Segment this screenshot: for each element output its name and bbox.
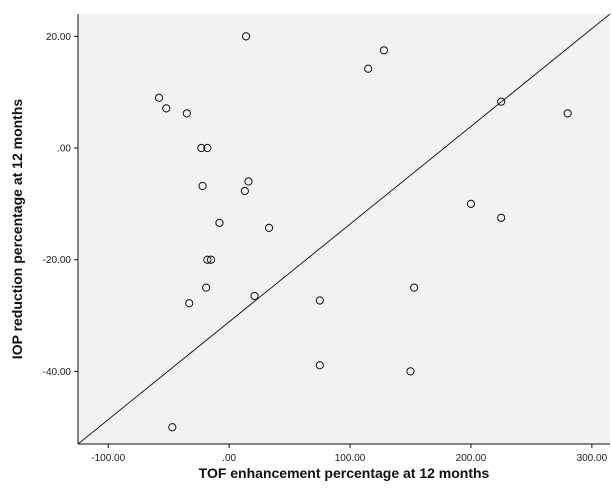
axes: -100.00 .00 100.00 200.00 300.00 -40.00 -20.00…: [43, 14, 610, 464]
x-tick-label: -100.00: [91, 453, 125, 464]
data-point: [197, 143, 206, 153]
data-point: [406, 367, 415, 376]
data-points: [154, 32, 572, 432]
data-point: [466, 199, 476, 208]
data-point: [244, 177, 253, 186]
data-point: [379, 46, 388, 55]
data-point: [203, 255, 212, 264]
y-tick-label: -40.00: [43, 367, 72, 378]
data-point: [315, 296, 324, 305]
reference-line-layer: [77, 13, 611, 445]
data-point: [202, 283, 211, 292]
y-axis-title: IOP reduction percentage at 12 months: [9, 99, 25, 360]
data-point: [497, 97, 506, 106]
data-point: [410, 283, 419, 292]
data-point: [162, 104, 171, 113]
data-point: [206, 255, 216, 264]
data-point: [563, 109, 572, 118]
data-point: [240, 186, 249, 196]
y-tick-label: 20.00: [46, 32, 71, 43]
y-tick-label: .00: [57, 144, 71, 155]
y-tick-label: -20.00: [43, 255, 72, 266]
data-point: [264, 223, 274, 232]
x-tick-label: 100.00: [335, 453, 366, 464]
data-point: [182, 109, 191, 118]
x-axis-title: TOF enhancement percentage at 12 months: [199, 465, 490, 481]
data-point: [198, 181, 207, 191]
x-tick-label: 300.00: [577, 453, 608, 464]
reference-line: [77, 13, 611, 445]
data-point: [497, 213, 506, 222]
data-point: [168, 423, 177, 432]
data-point: [154, 93, 164, 102]
data-point: [364, 64, 373, 73]
data-point: [203, 143, 212, 153]
data-point: [185, 299, 194, 308]
data-point: [250, 291, 259, 301]
data-point: [215, 218, 224, 227]
data-point: [241, 32, 251, 41]
x-tick-label: 200.00: [456, 453, 487, 464]
data-point: [315, 361, 324, 370]
x-tick-label: .00: [222, 453, 236, 464]
